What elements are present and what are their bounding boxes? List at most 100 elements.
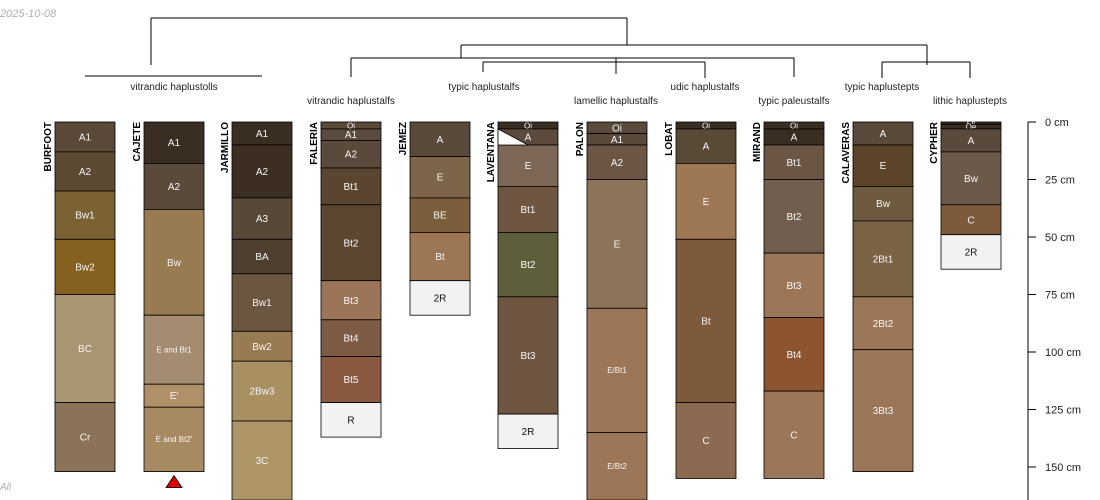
- depth-tick-label: 50 cm: [1045, 232, 1075, 244]
- horizon-label: Bw1: [75, 211, 95, 222]
- horizon-label: 3Bt3: [873, 406, 894, 417]
- horizon-mirand: [763, 317, 825, 392]
- horizon-label: Bt3: [343, 296, 358, 307]
- horizon-label: A1: [256, 129, 269, 140]
- group-label: vitrandic haplustolls: [130, 82, 217, 93]
- horizon-label: Oi: [702, 121, 710, 130]
- horizon-laventana: [497, 185, 559, 233]
- group-label: vitrandic haplustalfs: [307, 96, 395, 107]
- horizon-label: C: [967, 215, 974, 226]
- horizon-label: Bt1: [786, 158, 801, 169]
- horizon-label: Bt1: [343, 182, 358, 193]
- horizon-cajete: [143, 314, 205, 385]
- horizon-label: E/Bt1: [607, 366, 627, 375]
- horizon-label: 2Bw3: [249, 387, 274, 398]
- horizon-label: E and Bt2': [156, 435, 193, 444]
- horizon-label: Bt5: [343, 375, 358, 386]
- horizon-label: Bt2: [786, 212, 801, 223]
- horizon-label: A2: [611, 158, 624, 169]
- horizon-label: Cr: [80, 433, 91, 444]
- horizon-label: A1: [79, 132, 92, 143]
- depth-tick-label: 75 cm: [1045, 290, 1075, 302]
- profile-name-jemez: JEMEZ: [398, 122, 409, 155]
- profile-name-palon: PALON: [575, 122, 586, 156]
- horizon-label: 2R: [522, 427, 535, 438]
- depth-tick-label: 125 cm: [1045, 405, 1081, 417]
- horizon-label: Bt3: [520, 351, 535, 362]
- horizon-burfoot: [54, 238, 116, 295]
- horizon-calaveras: [852, 144, 914, 187]
- horizon-label: A: [703, 142, 710, 153]
- horizon-label: E/Bt2: [607, 462, 627, 471]
- profile-name-jarmillo: JARMILLO: [220, 122, 231, 173]
- horizon-label: 2R: [965, 247, 978, 258]
- horizon-label: 2Bt1: [873, 254, 894, 265]
- horizon-label: Oi: [524, 121, 532, 130]
- horizon-jarmillo: [231, 273, 293, 332]
- horizon-label: A1: [168, 138, 181, 149]
- horizon-jarmillo: [231, 330, 293, 362]
- horizon-mirand: [763, 179, 825, 254]
- horizon-calaveras: [852, 349, 914, 473]
- horizon-label: A: [880, 129, 887, 140]
- horizon-cajete: [143, 121, 205, 164]
- horizon-label: A3: [256, 214, 269, 225]
- horizon-label: Bt: [701, 316, 711, 327]
- horizon-cypher: [940, 234, 1002, 270]
- horizon-label: Bw: [964, 174, 979, 185]
- horizon-label: A: [525, 132, 532, 143]
- horizon-burfoot: [54, 402, 116, 473]
- horizon-label: BC: [78, 344, 92, 355]
- horizon-label: BA: [255, 252, 269, 263]
- horizon-label: A2: [256, 167, 269, 178]
- horizon-label: A2: [345, 150, 358, 161]
- profile-name-mirand: MIRAND: [752, 122, 763, 162]
- horizon-label: Bt2: [343, 238, 358, 249]
- horizon-label: Bw2: [75, 262, 95, 273]
- horizon-label: Bt4: [786, 350, 801, 361]
- horizon-laventana: [497, 144, 559, 187]
- horizon-faleria: [320, 139, 382, 169]
- truncation-marker-icon: [165, 474, 183, 489]
- horizon-label: Bw: [876, 199, 891, 210]
- horizon-mirand: [763, 144, 825, 180]
- horizon-palon: [586, 307, 648, 433]
- horizon-label: 2R: [434, 293, 447, 304]
- horizon-cypher: [940, 151, 1002, 206]
- horizon-lobat: [675, 402, 737, 479]
- horizon-label: A: [791, 132, 798, 143]
- horizon-label: A: [437, 135, 444, 146]
- horizon-label: Bt1: [520, 205, 535, 216]
- depth-tick-label: 0 cm: [1045, 117, 1069, 129]
- horizon-cajete: [143, 162, 205, 210]
- horizon-laventana: [497, 231, 559, 298]
- corner-note: All: [0, 482, 12, 493]
- horizon-palon: [586, 179, 648, 309]
- horizon-label: E': [170, 391, 179, 402]
- depth-tick-label: 100 cm: [1045, 347, 1081, 359]
- horizon-label: Oi: [790, 121, 798, 130]
- depth-tick-label: 150 cm: [1045, 462, 1081, 474]
- horizon-label: Bt4: [343, 334, 358, 345]
- horizon-label: Oi: [612, 123, 622, 134]
- horizon-laventana: [497, 296, 559, 415]
- profile-name-faleria: FALERIA: [309, 122, 320, 165]
- profile-name-calaveras: CALAVERAS: [841, 122, 852, 184]
- horizon-label: R: [347, 415, 354, 426]
- horizon-jarmillo: [231, 238, 293, 275]
- horizon-wedge: [497, 128, 529, 146]
- horizon-label: BE: [433, 211, 447, 222]
- profile-name-burfoot: BURFOOT: [43, 122, 54, 171]
- horizon-jemez: [409, 280, 471, 316]
- profile-name-cypher: CYPHER: [929, 121, 940, 163]
- horizon-calaveras: [852, 185, 914, 222]
- horizon-label: Bw2: [252, 342, 272, 353]
- horizon-label: 3C: [256, 456, 269, 467]
- horizon-label: E and Bt1: [156, 346, 192, 355]
- group-label: typic paleustalfs: [758, 96, 829, 107]
- group-label: typic haplustepts: [845, 82, 920, 93]
- horizon-jarmillo: [231, 197, 293, 240]
- horizon-label: E: [880, 161, 887, 172]
- group-label: lithic haplustepts: [933, 96, 1007, 107]
